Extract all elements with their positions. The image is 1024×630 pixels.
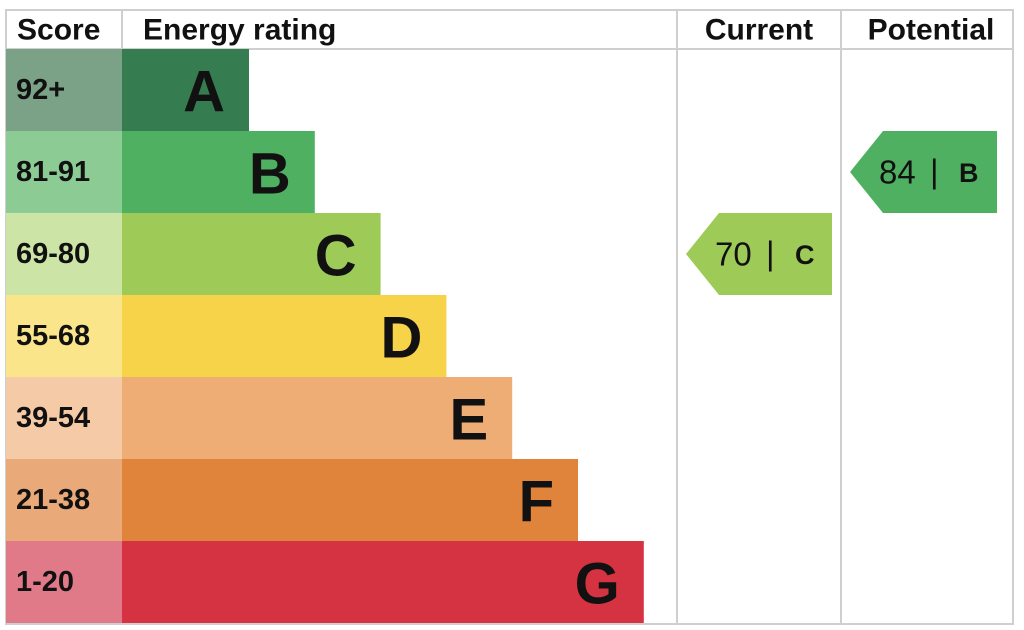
rating-pointer <box>850 131 997 213</box>
rating-bar <box>122 541 644 623</box>
rating-pointer <box>686 213 832 295</box>
rating-bar <box>122 213 381 295</box>
score-cell <box>6 49 122 131</box>
header: Energy rating <box>143 14 336 47</box>
rating-bar <box>122 131 315 213</box>
score-label: 1-20 <box>16 566 74 598</box>
rating-bar <box>122 377 513 459</box>
score-cell <box>6 131 122 213</box>
rating-bar <box>122 49 249 131</box>
rating-bar <box>122 459 578 541</box>
rating-letter: F <box>519 470 554 535</box>
rating-letter: D <box>381 306 423 371</box>
score-cell <box>6 459 122 541</box>
pointer-value: 70 <box>715 236 752 273</box>
rating-letter: G <box>575 552 620 617</box>
score-label: 92+ <box>16 74 65 106</box>
score-label: 69-80 <box>16 238 90 270</box>
pointer-separator: | <box>766 235 775 272</box>
header: Potential <box>868 14 995 47</box>
score-label: 21-38 <box>16 484 90 516</box>
pointer-separator: | <box>930 153 939 190</box>
header: Current <box>705 14 813 47</box>
score-cell <box>6 213 122 295</box>
score-label: 55-68 <box>16 320 90 352</box>
rating-letter: E <box>450 388 489 453</box>
rating-letter: A <box>183 60 225 125</box>
score-cell <box>6 377 122 459</box>
score-label: 39-54 <box>16 402 90 434</box>
rating-letter: B <box>249 142 291 207</box>
header: Score <box>17 14 100 47</box>
score-label: 81-91 <box>16 156 90 188</box>
score-cell <box>6 295 122 377</box>
pointer-letter: B <box>959 158 979 188</box>
score-cell <box>6 541 122 623</box>
rating-bar <box>122 295 447 377</box>
rating-letter: C <box>315 224 357 289</box>
pointer-letter: C <box>795 240 815 270</box>
pointer-value: 84 <box>879 154 916 191</box>
